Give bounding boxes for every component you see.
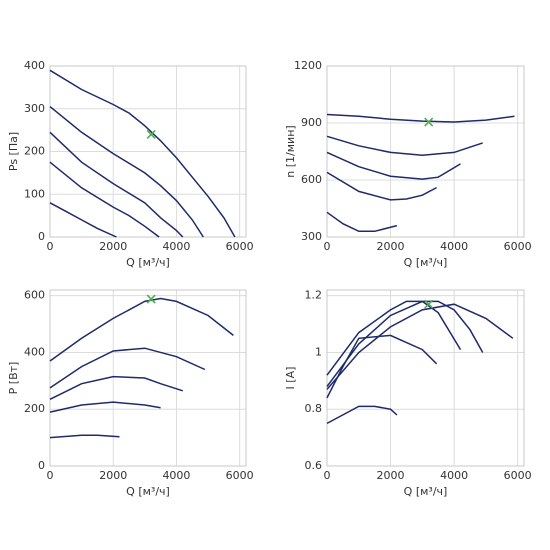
x-tick-label: 2000	[377, 240, 405, 253]
x-tick-label: 6000	[226, 240, 254, 253]
y-tick-label: 0	[38, 230, 45, 243]
operating-point	[424, 299, 434, 309]
x-axis-label: Q [м³/ч]	[126, 485, 170, 498]
curve	[326, 135, 483, 157]
plot-frame	[326, 289, 525, 467]
curve	[49, 202, 117, 238]
x-tick-label: 4000	[162, 240, 190, 253]
x-tick-label: 4000	[440, 469, 468, 482]
y-tick-label: 1	[315, 345, 322, 358]
curve	[49, 401, 161, 413]
operating-point	[146, 129, 156, 139]
x-tick-label: 0	[47, 469, 54, 482]
curve	[326, 300, 462, 376]
panel: 0 2000 4000 6000 0 100 200 300 400 Q [м³/ч] Ps [Па…	[7, 59, 254, 269]
x-tick-label: 4000	[440, 240, 468, 253]
curve	[326, 405, 398, 425]
curve	[49, 69, 236, 238]
curve	[326, 113, 515, 123]
y-axis-label: n [1/мин]	[284, 125, 297, 177]
curve	[49, 161, 160, 238]
x-tick-label: 4000	[162, 469, 190, 482]
curve	[326, 334, 438, 399]
curve	[49, 434, 120, 439]
y-tick-label: 0.6	[305, 459, 323, 472]
curve	[326, 151, 461, 180]
curve	[326, 171, 437, 201]
y-tick-label: 100	[24, 187, 45, 200]
curve	[326, 211, 398, 233]
x-tick-label: 2000	[99, 469, 127, 482]
x-tick-label: 2000	[99, 240, 127, 253]
y-tick-label: 400	[24, 345, 45, 358]
x-tick-label: 6000	[504, 469, 532, 482]
y-tick-label: 200	[24, 402, 45, 415]
y-tick-label: 0.8	[305, 402, 323, 415]
y-tick-label: 600	[24, 289, 45, 302]
curve	[49, 347, 206, 389]
x-axis-label: Q [м³/ч]	[404, 256, 448, 269]
plot-frame	[49, 289, 247, 467]
curve	[326, 300, 484, 387]
curve	[49, 131, 184, 238]
x-tick-label: 0	[324, 240, 331, 253]
y-tick-label: 600	[301, 173, 322, 186]
panel: 0 2000 4000 6000 300 600 900 1200 Q [м³/ч] n [1/м…	[284, 59, 532, 269]
y-tick-label: 1.2	[305, 289, 323, 302]
operating-point	[146, 294, 156, 304]
y-tick-label: 300	[24, 102, 45, 115]
x-tick-label: 0	[47, 240, 54, 253]
curve	[49, 106, 204, 238]
plot-frame	[326, 65, 525, 238]
curve	[49, 297, 234, 362]
y-axis-label: I [A]	[284, 367, 297, 390]
plot-frame	[49, 65, 247, 238]
y-tick-label: 400	[24, 59, 45, 72]
y-axis-label: P [Вт]	[7, 362, 20, 395]
x-tick-label: 2000	[377, 469, 405, 482]
y-tick-label: 0	[38, 459, 45, 472]
x-tick-label: 0	[324, 469, 331, 482]
y-tick-label: 1200	[294, 59, 322, 72]
y-tick-label: 900	[301, 116, 322, 129]
y-axis-label: Ps [Па]	[7, 132, 20, 171]
x-axis-label: Q [м³/ч]	[404, 485, 448, 498]
x-tick-label: 6000	[504, 240, 532, 253]
curve	[49, 375, 184, 400]
operating-point	[424, 117, 434, 127]
x-axis-label: Q [м³/ч]	[126, 256, 170, 269]
y-tick-label: 300	[301, 230, 322, 243]
panel: 0 2000 4000 6000 0.6 0.8 1 1.2 Q [м³/ч] I [A]	[284, 289, 532, 498]
panel: 0 2000 4000 6000 0 200 400 600 Q [м³/ч] P [Вт]	[7, 289, 254, 498]
x-tick-label: 6000	[226, 469, 254, 482]
y-tick-label: 200	[24, 145, 45, 158]
curve	[326, 303, 514, 390]
